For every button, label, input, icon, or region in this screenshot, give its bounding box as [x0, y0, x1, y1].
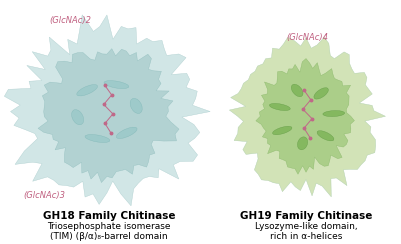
- Ellipse shape: [273, 126, 292, 135]
- Ellipse shape: [72, 110, 84, 125]
- Text: Triosephosphate isomerase: Triosephosphate isomerase: [47, 222, 171, 231]
- Text: Lysozyme-like domain,: Lysozyme-like domain,: [255, 222, 357, 231]
- Text: GH18 Family Chitinase: GH18 Family Chitinase: [43, 211, 175, 221]
- Ellipse shape: [323, 111, 345, 117]
- Ellipse shape: [77, 85, 97, 96]
- Ellipse shape: [104, 81, 129, 89]
- Ellipse shape: [291, 84, 303, 97]
- Ellipse shape: [116, 127, 137, 139]
- Ellipse shape: [298, 137, 308, 150]
- Text: (GlcNAc)2: (GlcNAc)2: [49, 16, 91, 25]
- Polygon shape: [38, 49, 179, 183]
- Text: (GlcNAc)4: (GlcNAc)4: [286, 33, 328, 42]
- Ellipse shape: [317, 131, 334, 141]
- Text: GH19 Family Chitinase: GH19 Family Chitinase: [240, 211, 372, 221]
- Ellipse shape: [269, 103, 290, 111]
- Polygon shape: [256, 59, 354, 174]
- Text: rich in α-helices: rich in α-helices: [270, 232, 342, 241]
- Polygon shape: [4, 15, 210, 206]
- Ellipse shape: [85, 134, 110, 142]
- Text: (TIM) (β/α)₈-barrel domain: (TIM) (β/α)₈-barrel domain: [50, 232, 168, 241]
- Ellipse shape: [314, 88, 328, 99]
- Ellipse shape: [130, 98, 142, 113]
- Polygon shape: [229, 37, 385, 197]
- Text: (GlcNAc)3: (GlcNAc)3: [23, 191, 65, 200]
